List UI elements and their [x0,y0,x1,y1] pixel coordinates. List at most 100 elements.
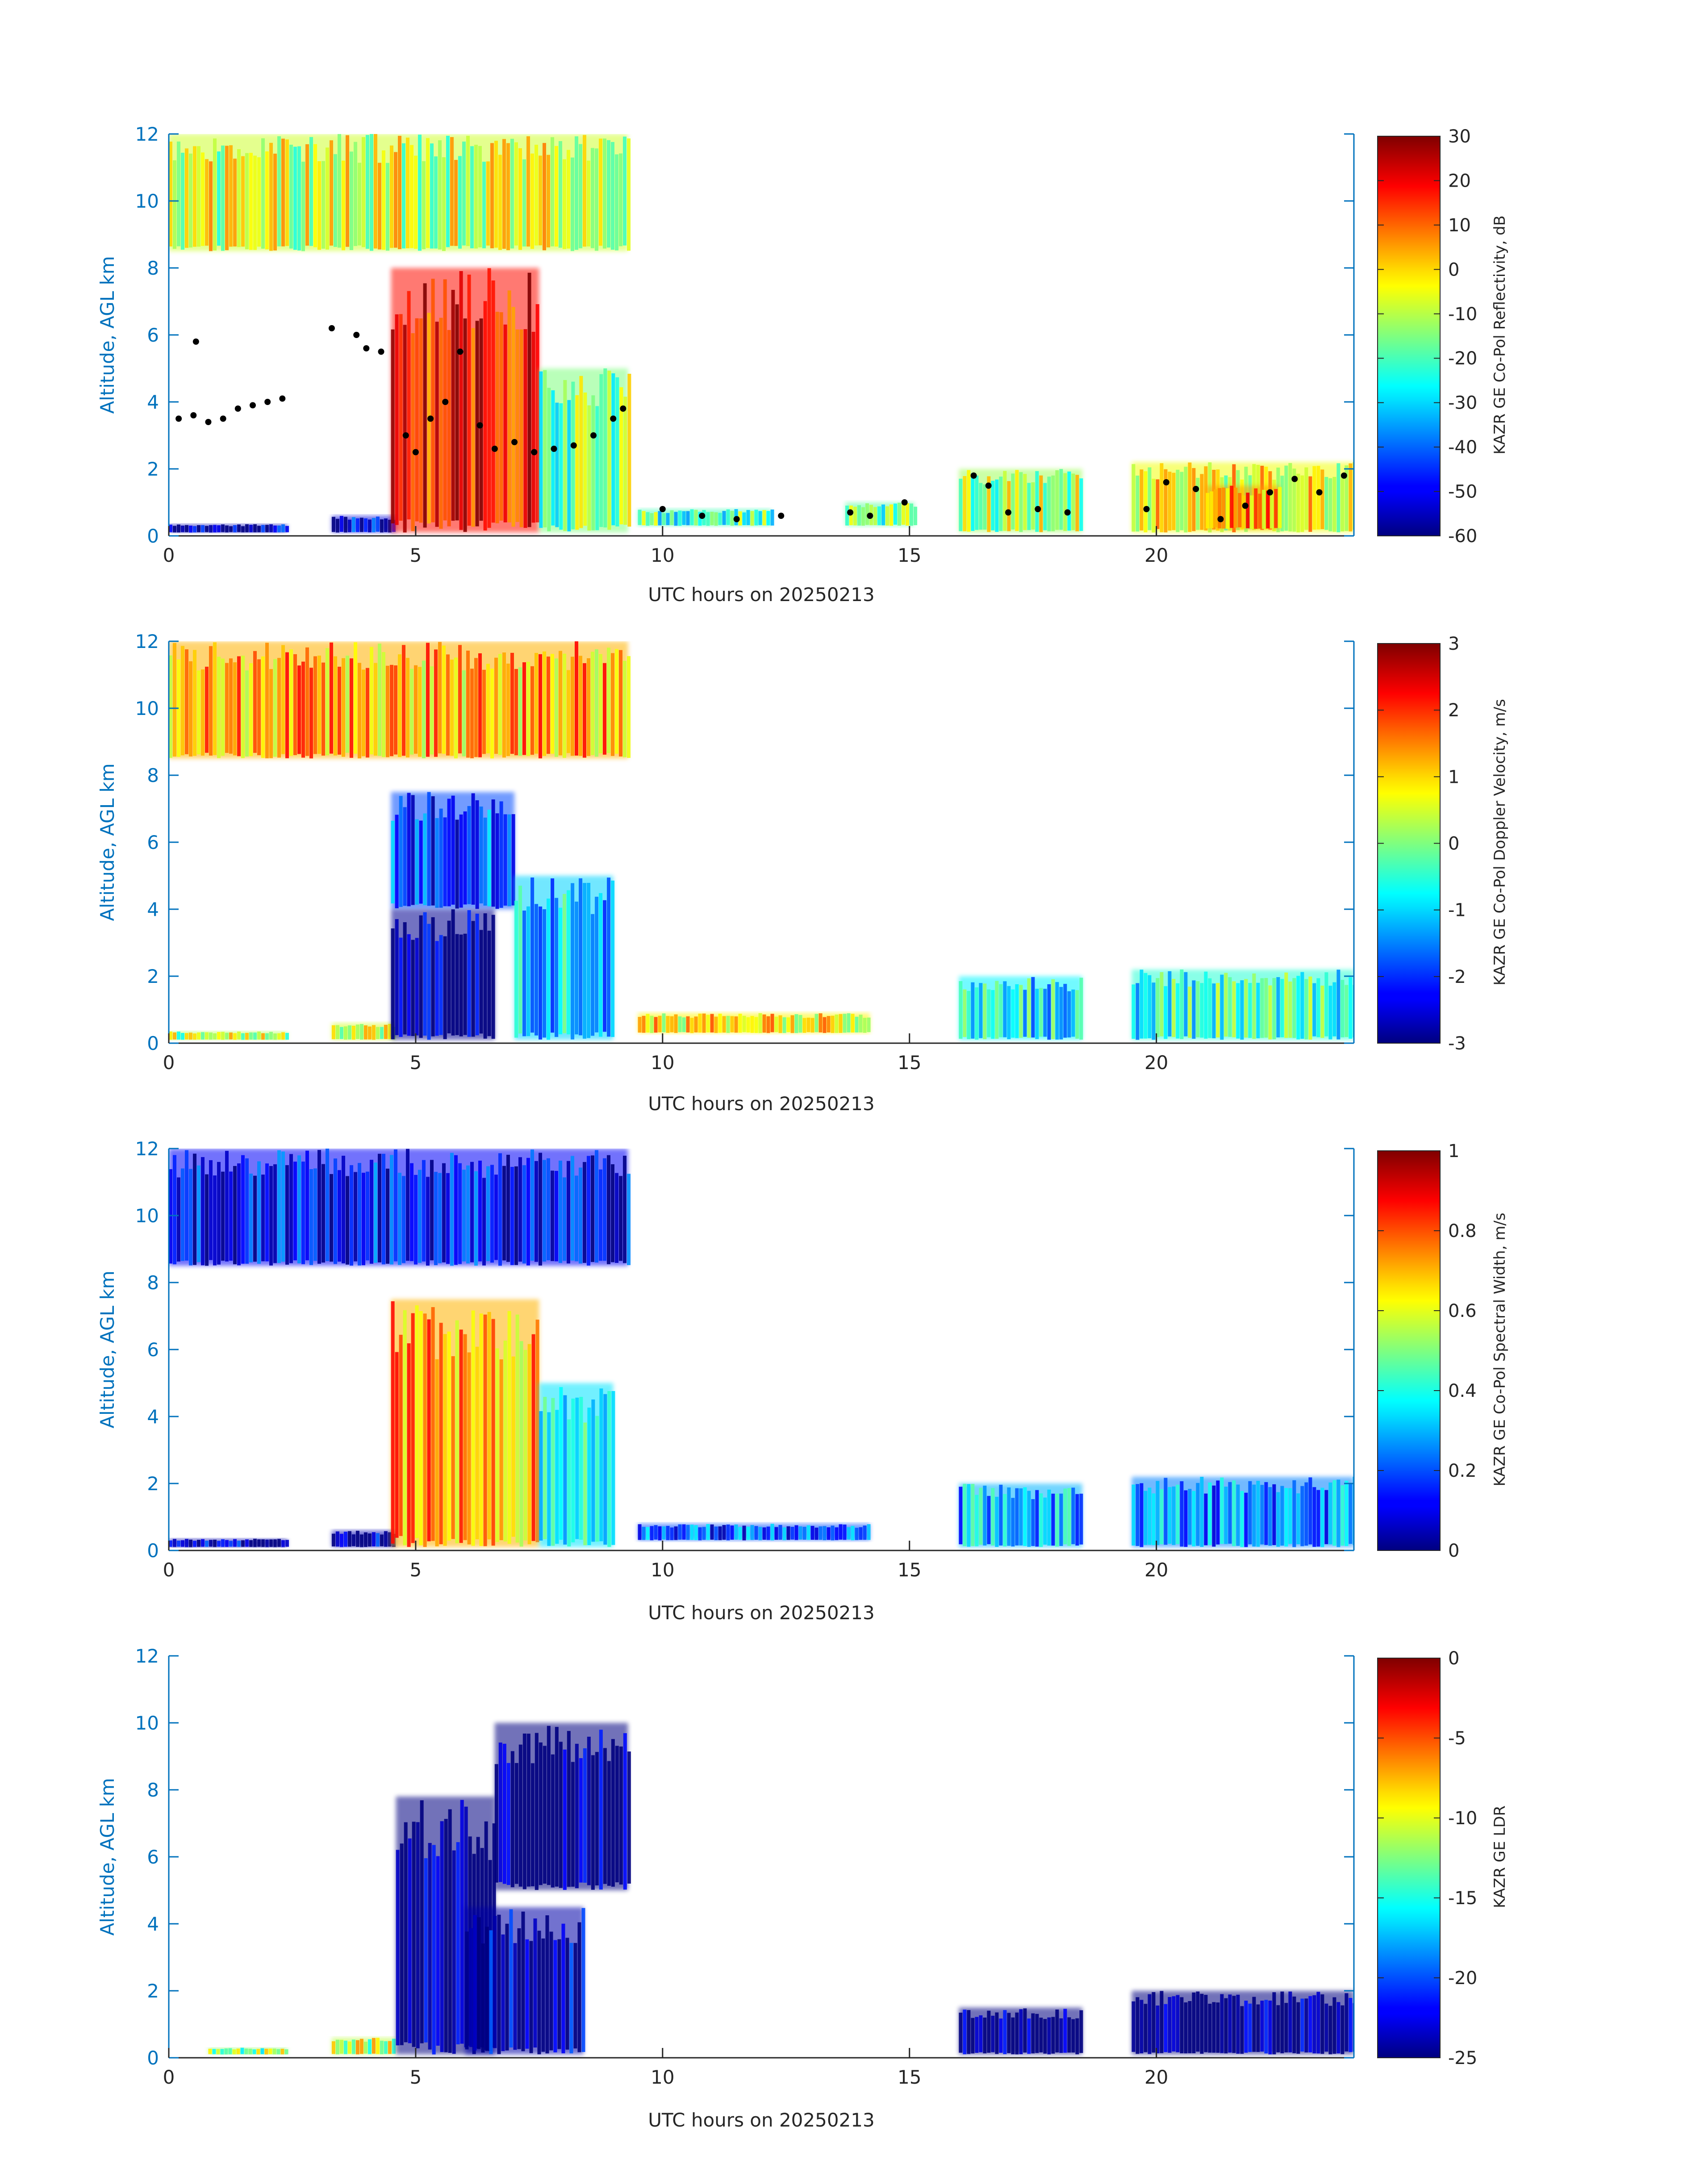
echo-streak [347,1531,351,1547]
echo-streak [376,1533,380,1547]
echo-streak [559,651,562,756]
echo-streak [1272,1484,1276,1545]
echo-streak [253,1538,257,1547]
echo-streak [406,658,409,758]
echo-streak [1292,1480,1296,1547]
echo-streak [427,923,431,1040]
panel-ldr: Altitude, AGL km UTC hours on 20250213 K… [96,1645,1509,2131]
echo-streak [394,665,397,755]
echo-streak [241,526,245,533]
y-tick-label: 12 [135,1138,159,1160]
echo-streak [169,1169,172,1264]
echo-streak [1266,490,1270,529]
echo-streak [539,155,542,246]
colorbar-tick-label: -50 [1448,482,1477,502]
echo-streak [193,1541,196,1547]
echo-streak [1240,2006,1244,2054]
colorbar-gradient [1377,1658,1441,2058]
echo-streak [442,157,446,251]
echo-streak [1349,1484,1353,1544]
echo-streak [399,314,403,521]
echo-streak [277,658,281,758]
echo-streak [359,1024,363,1040]
echo-streak [1047,2017,1051,2055]
echo-streak [301,162,305,251]
echo-streak [575,1743,579,1889]
echo-streak [277,1539,281,1547]
echo-streak [225,1151,229,1262]
echo-streak [189,526,192,533]
colorbar-tick-label: -15 [1448,1888,1477,1909]
echo-streak [1208,978,1212,1038]
echo-streak [402,1176,405,1263]
colorbar-tick-label: 0.6 [1448,1301,1477,1321]
x-tick-label: 10 [651,1559,674,1581]
echo-streak [185,1539,188,1547]
echo-streak [269,1539,273,1547]
echo-streak [1035,1490,1039,1547]
colorbar-tick-label: 10 [1448,215,1471,236]
echo-streak [342,1156,345,1264]
cloud-base-point [220,415,226,422]
echo-streak [909,503,913,526]
echo-streak [330,642,333,754]
echo-streak [1292,468,1296,532]
echo-streak [742,1525,746,1541]
echo-streak [1341,474,1345,532]
echo-streak [1027,1491,1031,1547]
echo-streak [802,1018,806,1033]
echo-streak [506,1154,510,1262]
cloud-base-point [476,422,483,429]
echo-streak [1226,488,1230,529]
echo-streak [1272,978,1276,1040]
echo-streak [1304,1998,1308,2053]
echo-streak [261,1539,265,1547]
echo-streak [335,1025,339,1039]
echo-streak [1332,476,1336,532]
echo-streak [535,304,539,522]
echo-streak [571,381,575,530]
colorbar-tick-label: 0 [1448,259,1459,280]
echo-streak [1332,1480,1336,1546]
echo-streak [559,1161,562,1263]
echo-streak [1144,1491,1148,1545]
echo-streak [502,1166,506,1261]
echo-streak [434,156,438,249]
echo-streak [529,1941,533,2053]
echo-streak [261,1174,265,1262]
echo-streak [241,1155,245,1264]
echo-streak [987,2010,991,2053]
echo-streak [253,1175,257,1262]
echo-streak [1260,978,1264,1038]
echo-streak [726,509,730,525]
echo-streak [400,1843,404,2045]
echo-streak [1328,2006,1332,2055]
echo-streak [514,1763,518,1884]
echo-streak [1244,2001,1248,2053]
echo-streak [539,371,543,528]
echo-streak [483,1314,487,1546]
echo-streak [305,647,309,756]
echo-streak [351,1025,355,1040]
echo-layer [169,641,1354,1040]
echo-streak [1172,1996,1176,2052]
echo-streak [497,1914,501,2054]
echo-streak [450,1153,454,1266]
echo-streak [559,1742,563,1888]
echo-streak [1180,1481,1184,1547]
y-tick-label: 2 [147,965,159,987]
echo-streak [521,1911,525,2052]
x-tick-label: 0 [163,544,175,566]
x-tick-label: 20 [1144,1559,1168,1581]
echo-streak [467,910,471,1037]
echo-streak [535,653,538,754]
echo-streak [1055,470,1059,530]
echo-streak [169,524,172,532]
x-tick-label: 5 [410,2066,422,2088]
echo-streak [435,322,439,527]
echo-streak [587,405,591,531]
echo-streak [177,1540,180,1547]
echo-streak [694,1016,698,1032]
echo-streak [1288,1991,1292,2052]
echo-streak [851,1525,855,1541]
